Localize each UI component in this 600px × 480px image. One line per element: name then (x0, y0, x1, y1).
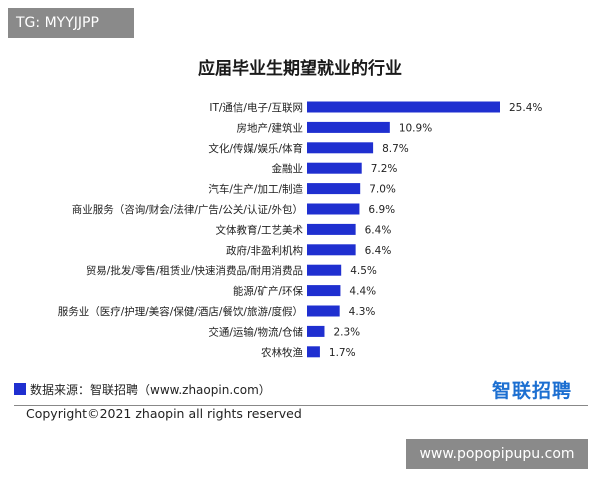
bar (307, 101, 500, 113)
bar (307, 162, 362, 174)
bar (307, 244, 356, 256)
watermark-top: TG: MYYJJPP (8, 8, 134, 38)
bar (307, 142, 374, 154)
category-label: 房地产/建筑业 (236, 121, 303, 134)
category-label: 贸易/批发/零售/租赁业/快速消费品/耐用消费品 (86, 264, 303, 277)
value-label: 6.4% (365, 245, 392, 257)
value-label: 7.2% (371, 163, 398, 175)
category-label: IT/通信/电子/互联网 (209, 101, 303, 114)
category-label: 汽车/生产/加工/制造 (208, 183, 303, 196)
category-label: 交通/运输/物流/仓储 (208, 325, 303, 338)
bar (307, 121, 390, 133)
value-label: 4.5% (350, 265, 377, 277)
copyright-text: Copyright©2021 zhaopin all rights reserv… (26, 406, 302, 421)
watermark-bottom: www.popopipupu.com (406, 439, 588, 469)
category-label: 服务业（医疗/护理/美容/保健/酒店/餐饮/旅游/度假） (58, 305, 303, 318)
category-label: 文体教育/工艺美术 (215, 223, 303, 236)
data-source-text: 数据来源：智联招聘（www.zhaopin.com） (30, 383, 271, 397)
category-label: 能源/矿产/环保 (233, 285, 304, 298)
footer-divider (14, 405, 588, 406)
category-label: 文化/传媒/娱乐/体育 (208, 142, 303, 155)
bar (307, 264, 342, 276)
value-label: 1.7% (329, 347, 356, 359)
value-label: 7.0% (369, 184, 396, 196)
value-label: 6.4% (365, 224, 392, 236)
value-label: 2.3% (333, 326, 360, 338)
bar (307, 346, 320, 358)
category-label: 农林牧渔 (261, 346, 303, 359)
bar (307, 223, 356, 235)
value-label: 6.9% (368, 204, 395, 216)
value-label: 4.3% (349, 306, 376, 318)
category-label: 商业服务（咨询/财会/法律/广告/公关/认证/外包） (72, 203, 303, 216)
category-label: 政府/非盈利机构 (226, 244, 303, 257)
chart-title: 应届毕业生期望就业的行业 (198, 59, 402, 79)
bar (307, 305, 340, 317)
source-square-icon (14, 383, 26, 395)
value-label: 10.9% (399, 122, 432, 134)
bar (307, 183, 361, 195)
data-source: 数据来源：智联招聘（www.zhaopin.com） (14, 381, 271, 398)
bar (307, 285, 341, 297)
bar (307, 325, 325, 337)
value-label: 25.4% (509, 102, 542, 114)
value-label: 8.7% (382, 143, 409, 155)
bar (307, 203, 360, 215)
value-label: 4.4% (349, 286, 376, 298)
category-label: 金融业 (272, 162, 304, 175)
zhaopin-logo: 智联招聘 (492, 380, 573, 402)
